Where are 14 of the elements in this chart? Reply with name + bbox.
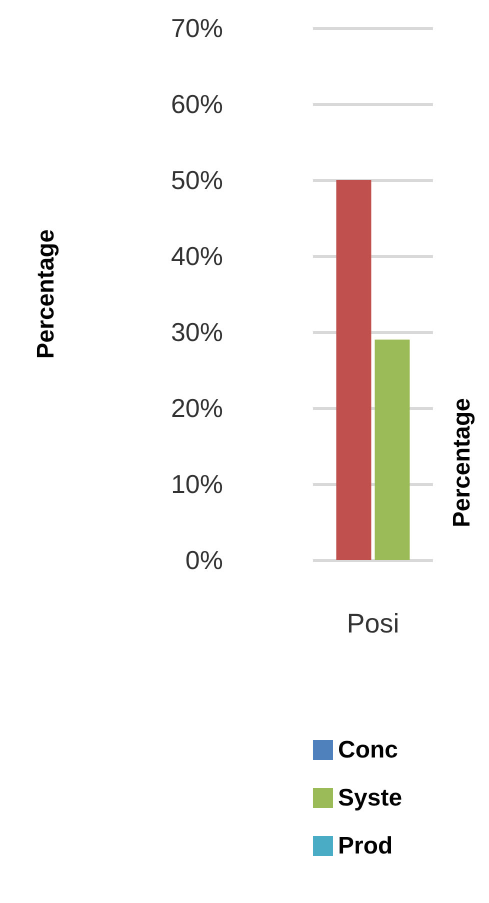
y-axis-title: Percentage — [32, 229, 60, 359]
legend-label: Prod — [338, 832, 393, 860]
y-tick-label: 10% — [170, 469, 223, 499]
legend-label: Syste — [338, 784, 402, 812]
y-tick-label: 40% — [170, 241, 223, 271]
x-tick-label: Posi — [346, 608, 400, 638]
y-tick-label: 50% — [170, 165, 223, 195]
y-tick-label: 70% — [170, 13, 223, 43]
y-tick-label: 60% — [170, 89, 223, 119]
y-tick-label: 0% — [185, 545, 223, 575]
text: Percentage — [448, 398, 476, 528]
y-tick-label: 20% — [170, 393, 223, 423]
y-tick-label: 30% — [170, 317, 223, 347]
legend-label: Conc — [338, 736, 398, 764]
